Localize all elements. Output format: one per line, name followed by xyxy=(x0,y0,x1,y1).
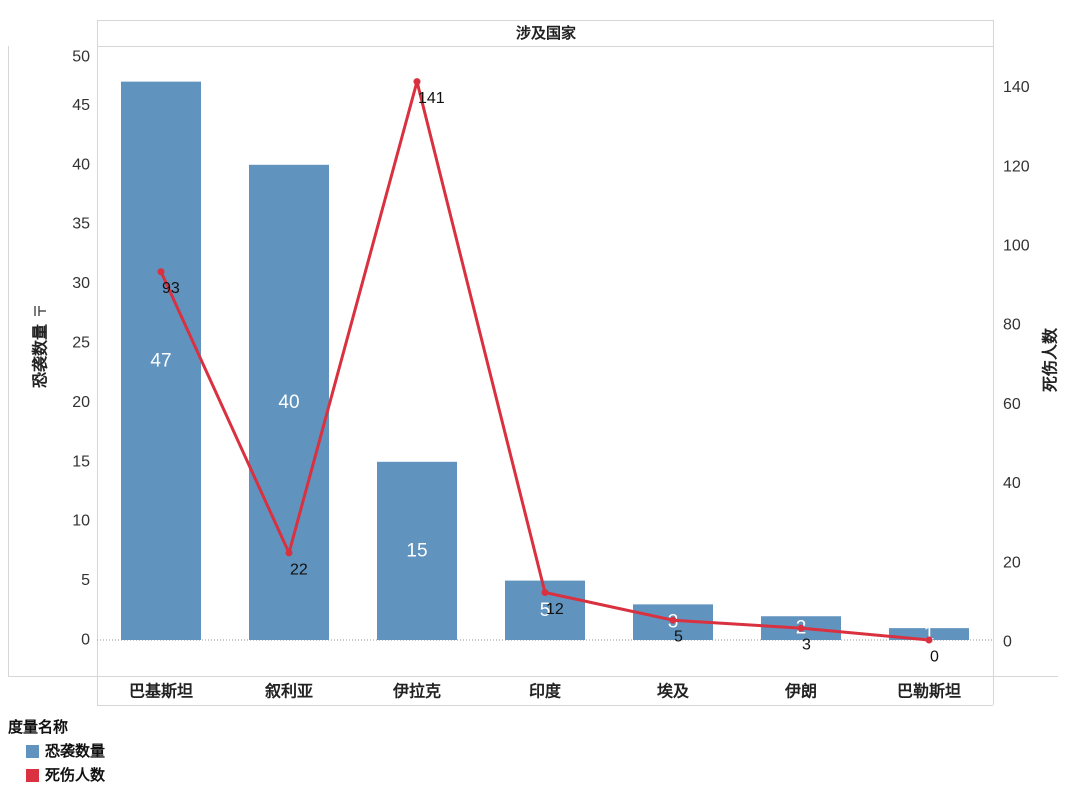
casualties-value-label: 93 xyxy=(162,280,180,297)
attack-count-bar[interactable] xyxy=(249,164,329,641)
attack-count-value-label: 40 xyxy=(278,392,299,413)
attack-count-value-label: 15 xyxy=(406,540,427,561)
left-tick-label: 20 xyxy=(72,394,90,411)
legend: 度量名称 恐袭数量 死伤人数 xyxy=(8,718,106,784)
attack-count-value-label: 5 xyxy=(540,600,551,621)
left-tick-label: 45 xyxy=(72,97,90,114)
casualties-value-label: 0 xyxy=(930,649,939,666)
attack-count-bars xyxy=(121,81,969,641)
attack-count-bar[interactable] xyxy=(889,628,969,640)
legend-label-attacks: 恐袭数量 xyxy=(45,742,105,760)
left-tick-label: 25 xyxy=(72,335,90,352)
left-axis-title: 恐袭数量 xyxy=(31,306,50,388)
category-label: 埃及 xyxy=(657,682,690,701)
attack-count-bar[interactable] xyxy=(377,461,457,640)
legend-item-casualties[interactable]: 死伤人数 xyxy=(26,766,106,784)
left-tick-label: 5 xyxy=(81,572,90,589)
right-axis-tick-labels: 0 20 40 60 80 100 120 140 xyxy=(1003,79,1030,650)
category-label: 叙利亚 xyxy=(265,682,313,701)
frame-lines xyxy=(8,20,1058,706)
attack-count-bar[interactable] xyxy=(121,81,201,640)
casualties-point[interactable] xyxy=(285,549,293,557)
right-axis-title: 死伤人数 xyxy=(1041,327,1060,392)
casualties-value-label: 22 xyxy=(290,561,308,578)
sort-descending-icon[interactable] xyxy=(34,306,46,316)
left-tick-label: 30 xyxy=(72,275,90,292)
category-label: 伊朗 xyxy=(784,682,817,701)
right-tick-label: 140 xyxy=(1003,79,1030,96)
left-tick-label: 10 xyxy=(72,513,90,530)
category-label: 印度 xyxy=(529,682,562,701)
legend-swatch-casualties xyxy=(26,769,39,782)
casualties-value-label: 5 xyxy=(674,629,683,646)
attack-count-value-label: 1 xyxy=(924,624,935,645)
casualties-value-label: 3 xyxy=(802,637,811,654)
left-tick-label: 0 xyxy=(81,632,90,649)
left-tick-label: 40 xyxy=(72,156,90,173)
column-header-title: 涉及国家 xyxy=(516,24,576,42)
legend-swatch-attacks xyxy=(26,745,39,758)
category-label: 巴基斯坦 xyxy=(129,682,193,701)
casualties-point[interactable] xyxy=(413,78,421,86)
right-tick-label: 120 xyxy=(1003,158,1030,175)
casualties-point[interactable] xyxy=(541,588,549,596)
legend-title: 度量名称 xyxy=(8,718,68,736)
category-axis-labels: 巴基斯坦 叙利亚 伊拉克 印度 埃及 伊朗 巴勒斯坦 xyxy=(129,682,961,701)
casualties-point[interactable] xyxy=(669,616,677,624)
left-tick-label: 15 xyxy=(72,453,90,470)
right-tick-label: 100 xyxy=(1003,238,1030,255)
right-tick-label: 20 xyxy=(1003,554,1021,571)
left-axis-tick-labels: 0 5 10 15 20 25 30 35 40 45 50 xyxy=(72,49,90,649)
casualties-value-label: 12 xyxy=(546,601,564,618)
right-axis-title-text: 死伤人数 xyxy=(1041,327,1060,392)
right-tick-label: 60 xyxy=(1003,396,1021,413)
left-axis-title-text: 恐袭数量 xyxy=(31,324,50,388)
left-tick-label: 50 xyxy=(72,49,90,66)
category-label: 巴勒斯坦 xyxy=(897,682,961,701)
attack-count-value-label: 47 xyxy=(150,350,171,371)
casualties-line-series xyxy=(157,78,933,644)
casualties-point[interactable] xyxy=(925,636,933,644)
left-tick-label: 35 xyxy=(72,216,90,233)
right-tick-label: 80 xyxy=(1003,317,1021,334)
casualties-value-label: 141 xyxy=(418,90,445,107)
legend-item-attacks[interactable]: 恐袭数量 xyxy=(26,742,105,760)
right-tick-label: 0 xyxy=(1003,634,1012,651)
right-tick-label: 40 xyxy=(1003,475,1021,492)
casualties-point[interactable] xyxy=(157,268,165,276)
legend-label-casualties: 死伤人数 xyxy=(45,766,106,784)
category-label: 伊拉克 xyxy=(392,682,441,701)
casualties-point[interactable] xyxy=(797,624,805,632)
